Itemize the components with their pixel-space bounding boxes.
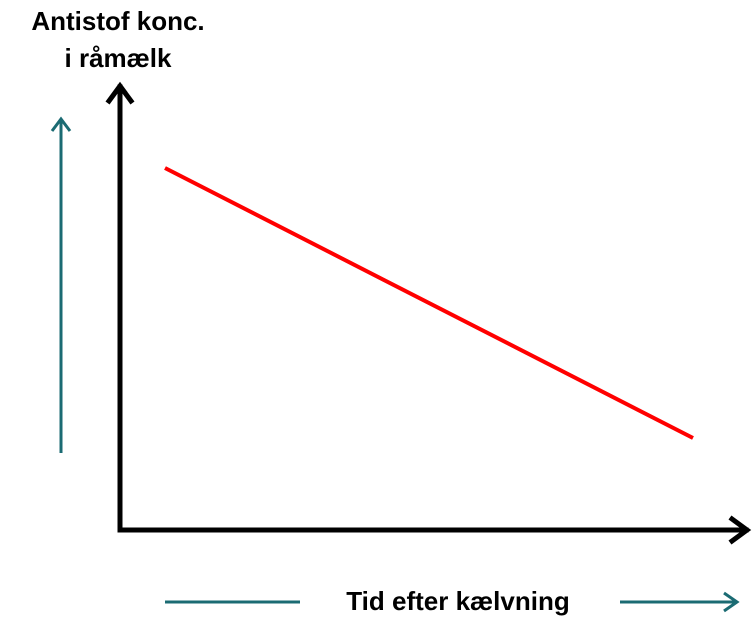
y-arrowhead	[105, 81, 135, 105]
x-arrowhead	[728, 515, 752, 545]
axes	[105, 81, 752, 545]
trend-line	[164, 166, 694, 440]
x-axis-label: Tid efter kælvning	[346, 586, 569, 616]
direction-arrows	[50, 116, 740, 613]
y-axis-label: Antistof konc.	[31, 6, 204, 36]
right-arrowhead	[723, 591, 740, 613]
y-axis-label: i råmælk	[65, 43, 172, 73]
up-arrowhead	[50, 116, 72, 132]
